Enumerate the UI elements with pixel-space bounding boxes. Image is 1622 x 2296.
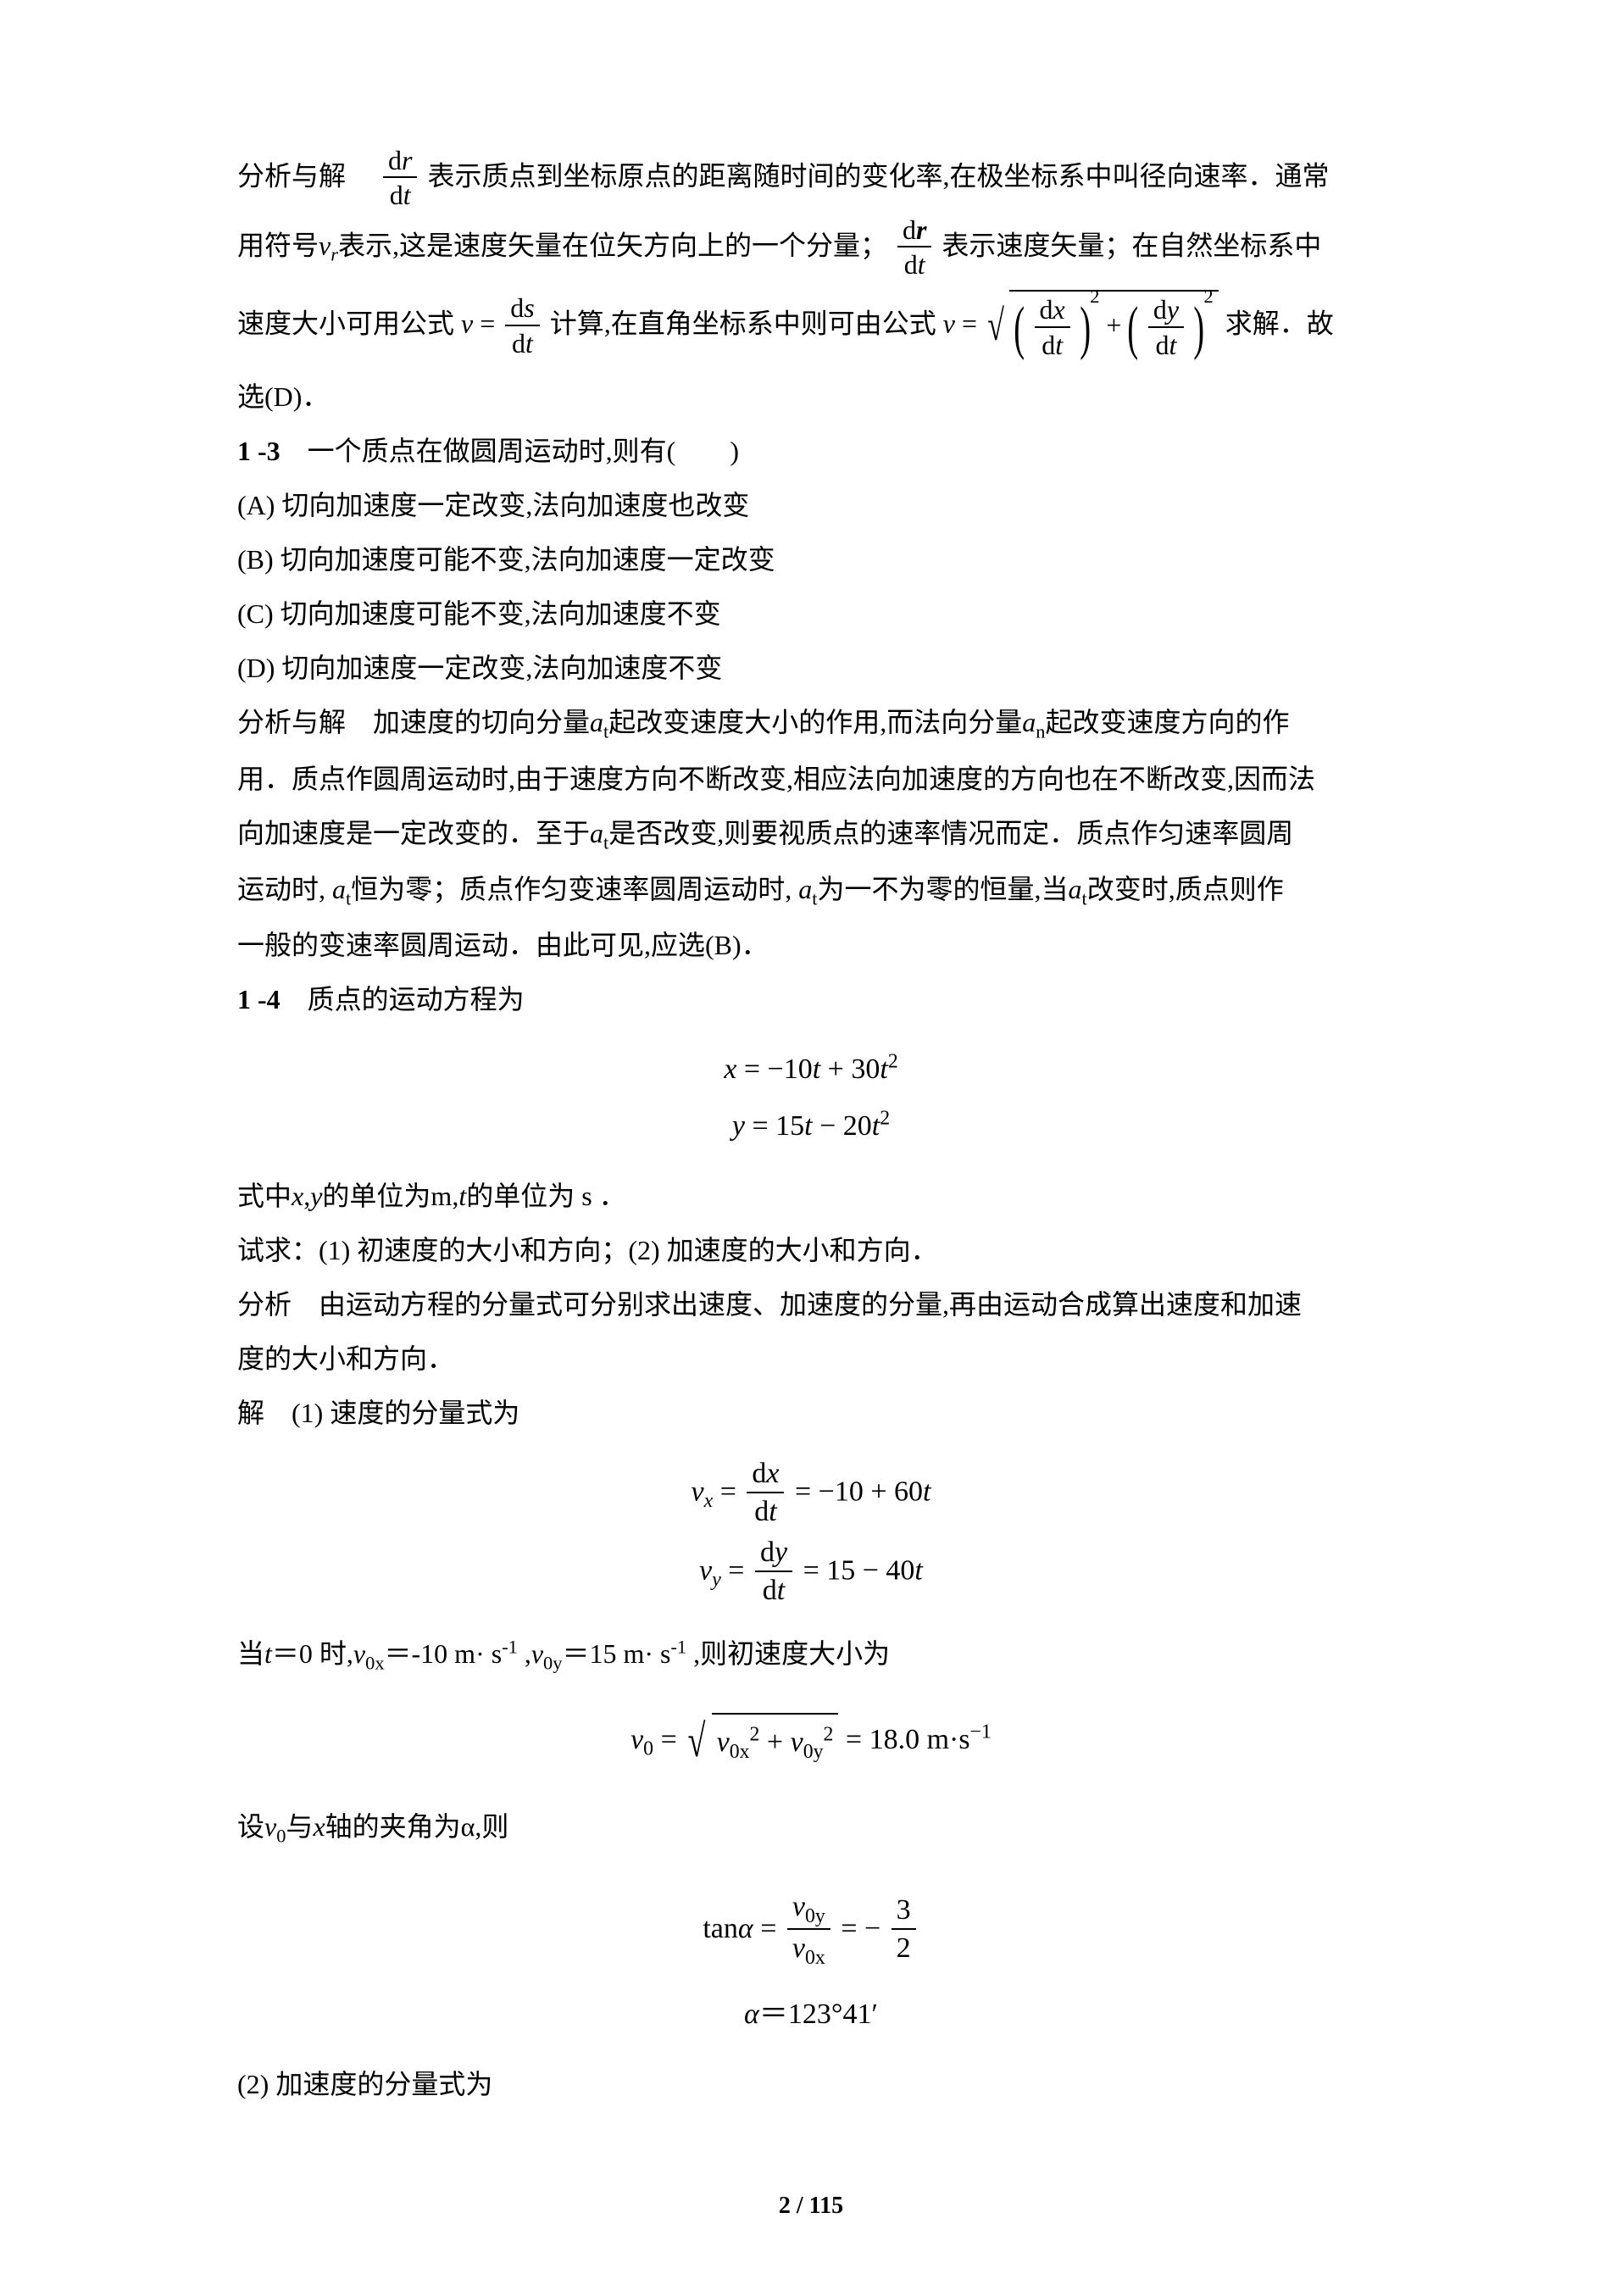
analysis-para-3: 速度大小可用公式 v = ds dt 计算,在直角坐标系中则可由公式 v = √… [237,283,1385,370]
question-text: 质点的运动方程为 [281,984,525,1015]
question-number: 1 -3 [237,436,281,466]
analysis-1-4-l2: 度的大小和方向． [237,1331,1385,1386]
equation-velocity-components: vx = dx dt = −10 + 60t vy = dy dt = 15 −… [237,1457,1385,1609]
fraction-drbold-dt: dr dt [897,214,931,283]
option-c: (C) 切向加速度可能不变,法向加速度不变 [237,587,1385,641]
text: 分析与解 [237,160,373,191]
analysis-para-1: 分析与解 dr dt 表示质点到坐标原点的距离随时间的变化率,在极坐标系中叫径向… [237,144,1385,214]
page-total: 115 [809,2193,843,2219]
question-number: 1 -4 [237,984,281,1015]
document-page: 分析与解 dr dt 表示质点到坐标原点的距离随时间的变化率,在极坐标系中叫径向… [0,0,1622,2296]
answer-1-3-l2: 用．质点作圆周运动时,由于速度方向不断改变,相应法向加速度的方向也在不断改变,因… [237,752,1385,806]
answer-1-3-l5: 一般的变速率圆周运动．由此可见,应选(B)． [237,918,1385,972]
analysis-1-4-l1: 分析 由运动方程的分量式可分别求出速度、加速度的分量,再由运动合成算出速度和加速 [237,1277,1385,1331]
answer-1-3-l3: 向加速度是一定改变的．至于at是否改变,则要视质点的速率情况而定．质点作匀速率圆… [237,806,1385,862]
option-d: (D) 切向加速度一定改变,法向加速度不变 [237,641,1385,695]
analysis-para-2: 用符号vr表示,这是速度矢量在位矢方向上的一个分量； dr dt 表示速度矢量；… [237,214,1385,283]
equation-alpha-value: α＝123°41′ [237,1988,1385,2040]
text: 表示质点到坐标原点的距离随时间的变化率,在极坐标系中叫径向速率．通常 [427,160,1329,191]
text: 速度大小可用公式 [237,309,454,339]
question-ask: 试求：(1) 初速度的大小和方向；(2) 加速度的大小和方向． [237,1223,1385,1277]
equation-motion: x = −10t + 30t2 y = 15t − 20t2 [237,1043,1385,1152]
solution-intro: 解 (1) 速度的分量式为 [237,1386,1385,1440]
text: 表示,这是速度矢量在位矢方向上的一个分量； [338,230,887,260]
option-a: (A) 切向加速度一定改变,法向加速度也改变 [237,478,1385,532]
text: 计算,在直角坐标系中则可由公式 [550,309,936,339]
text: 求解．故 [1225,309,1334,339]
page-current: 2 [779,2193,791,2219]
answer-1-3-l4: 运动时, at恒为零；质点作匀变速率圆周运动时, at为一不为零的恒量,当at改… [237,862,1385,918]
equation-tan-alpha: tanα = v0y v0x = − 3 2 [237,1890,1385,1971]
question-1-3: 1 -3 一个质点在做圆周运动时,则有( ) [237,424,1385,478]
sqrt-expr: √ ( dx dt )2 + ( dy dt )2 [984,283,1219,370]
text: 用符号 [237,230,319,260]
text: 表示速度矢量；在自然坐标系中 [942,230,1321,260]
part-2-intro: (2) 加速度的分量式为 [237,2057,1385,2111]
answer-1-3-l1: 分析与解 加速度的切向分量at起改变速度大小的作用,而法向分量an起改变速度方向… [237,695,1385,751]
question-text: 一个质点在做圆周运动时,则有( ) [281,436,739,466]
alpha-note: 设v0与x轴的夹角为α,则 [237,1799,1385,1855]
question-1-4: 1 -4 质点的运动方程为 [237,972,1385,1026]
fraction-dr-dt: dr dt [383,144,417,214]
units-note: 式中x,y的单位为m,t的单位为 s ． [237,1169,1385,1223]
analysis-para-4: 选(D)． [237,370,1385,424]
equation-v0: v0 = √ v0x2 + v0y2 = 18.0 m·s−1 [237,1700,1385,1783]
page-separator: / [791,2193,809,2219]
t0-condition: 当t＝0 时,v0x＝-10 m· s-1 ,v0y＝15 m· s-1 ,则初… [237,1626,1385,1682]
fraction-ds-dt: ds dt [505,292,539,361]
option-b: (B) 切向加速度可能不变,法向加速度一定改变 [237,532,1385,587]
page-footer: 2 / 115 [0,2193,1622,2220]
